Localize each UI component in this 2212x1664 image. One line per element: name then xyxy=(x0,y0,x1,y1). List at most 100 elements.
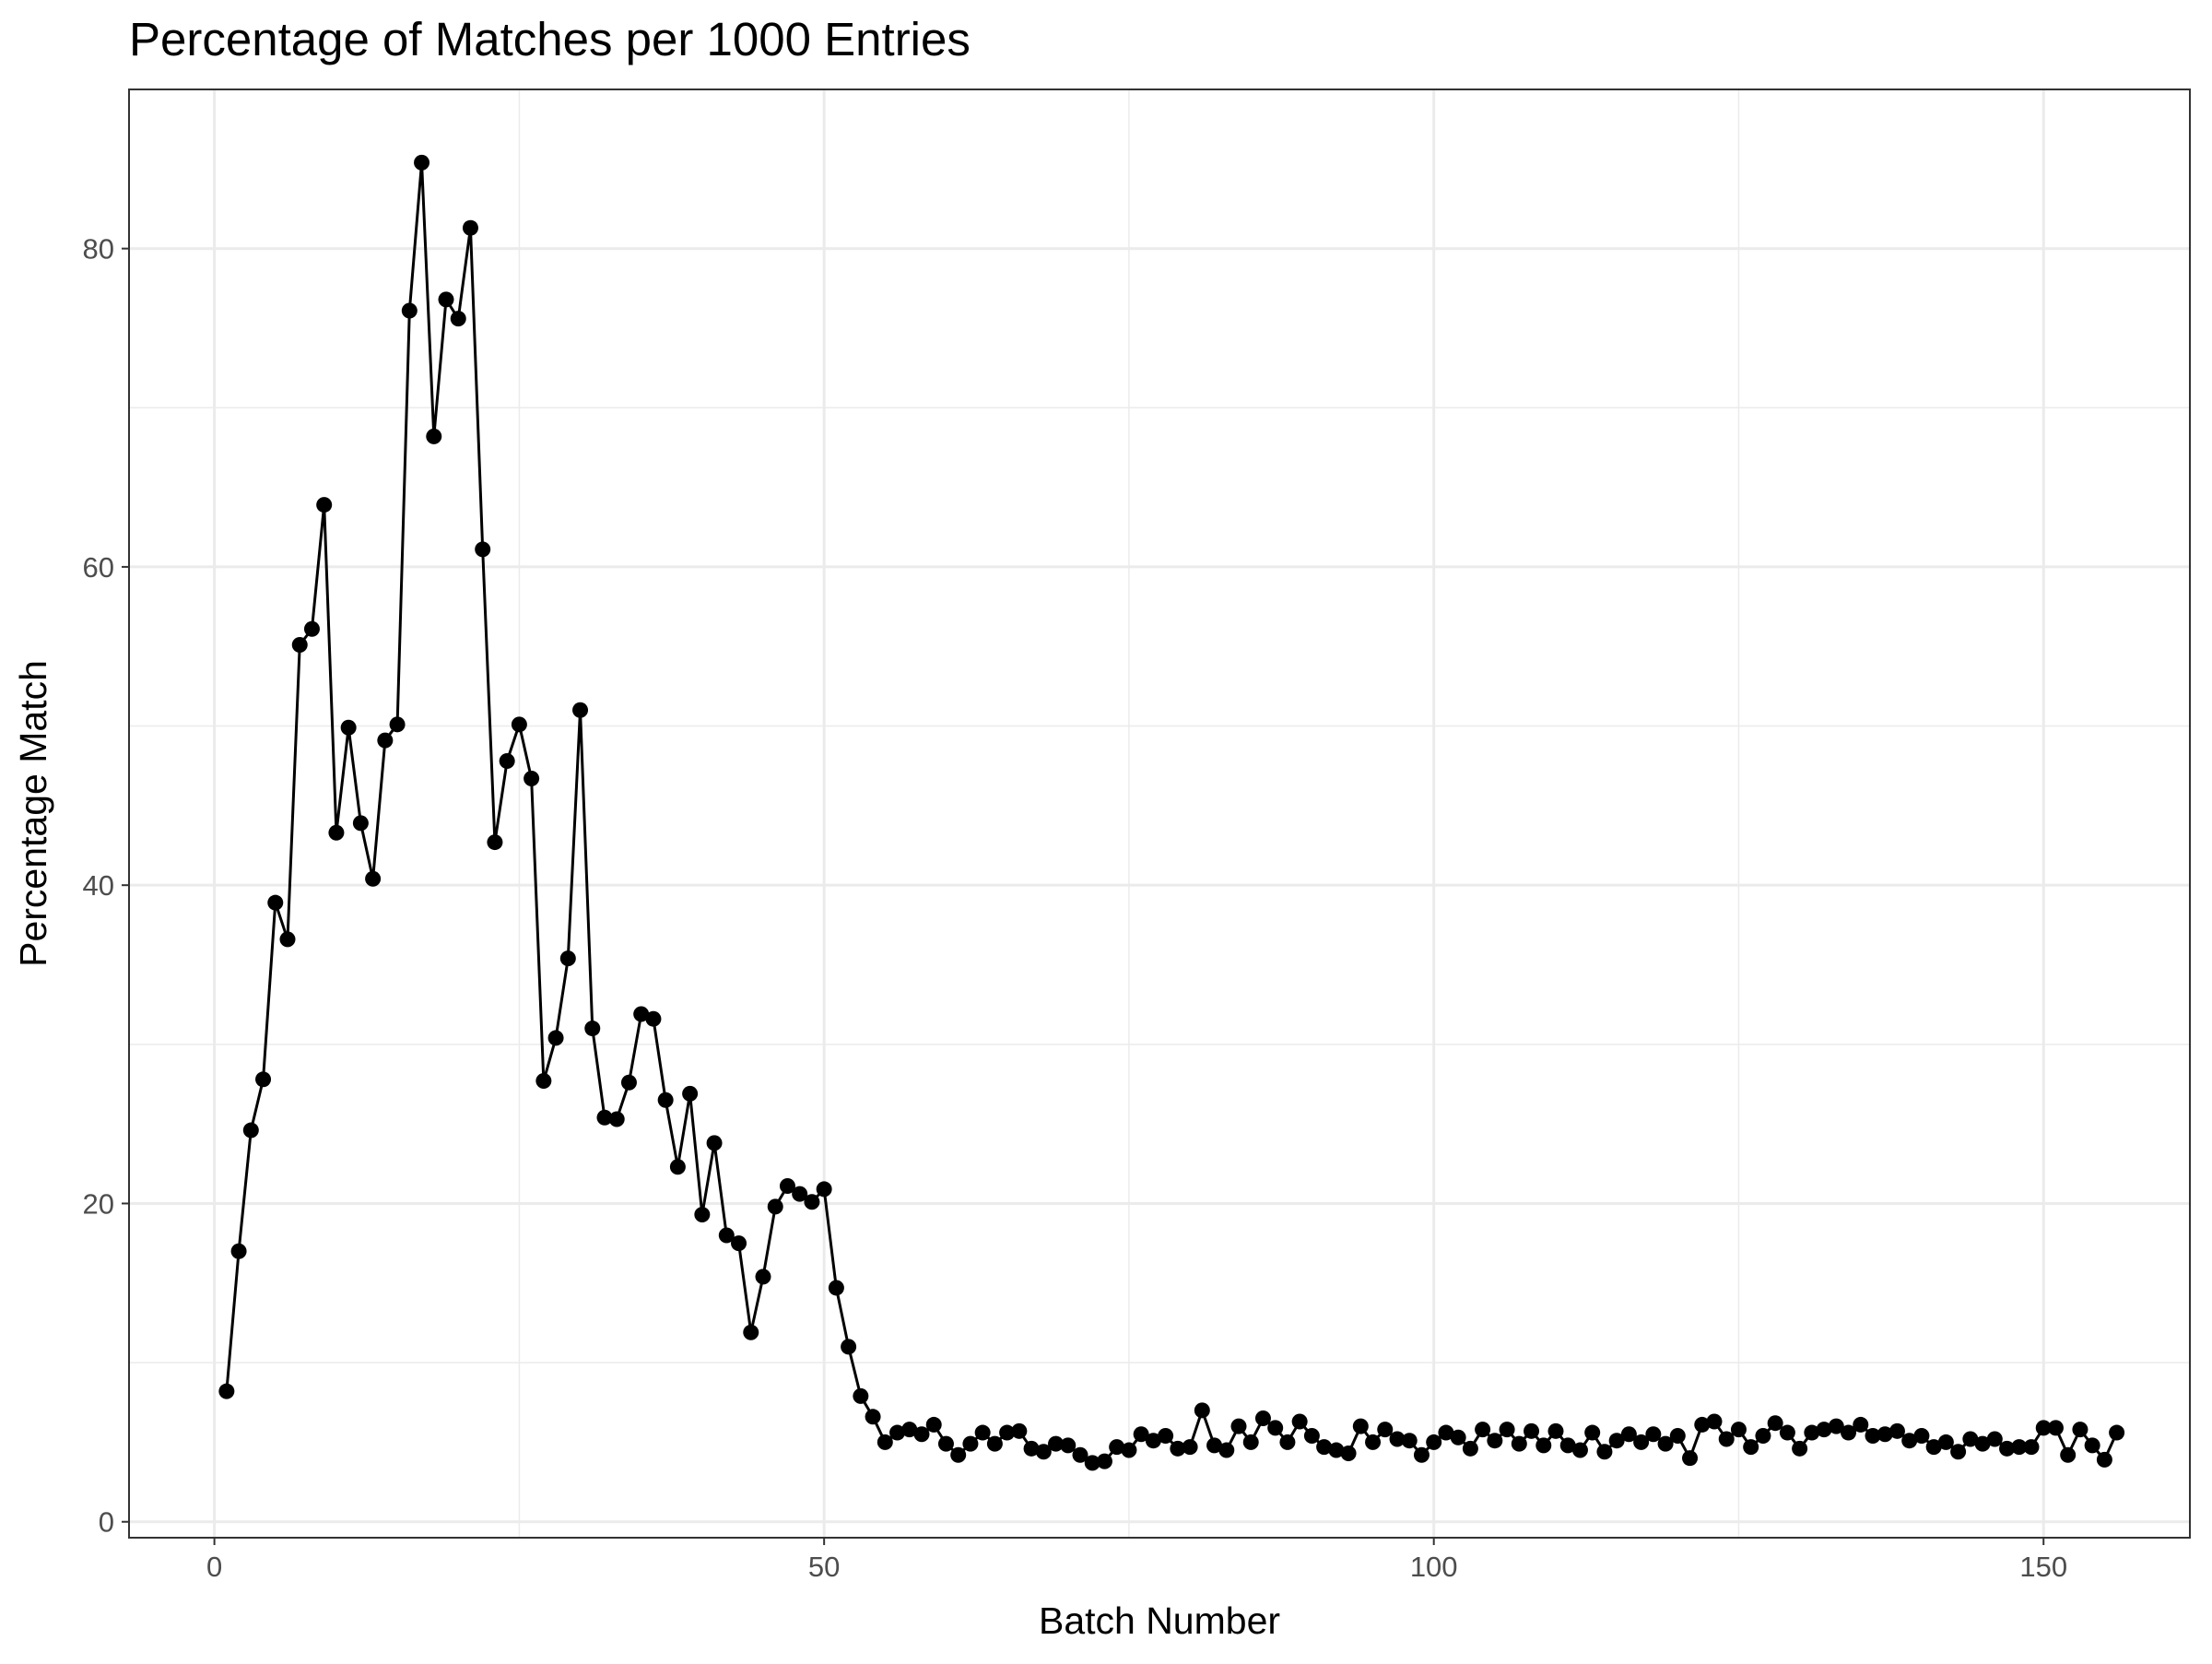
data-point xyxy=(792,1186,808,1202)
data-point xyxy=(2011,1439,2028,1456)
data-point xyxy=(1828,1418,1844,1434)
data-point xyxy=(950,1446,967,1463)
x-tick-label: 0 xyxy=(206,1551,222,1583)
data-point xyxy=(1475,1422,1491,1438)
data-point xyxy=(1194,1402,1210,1419)
data-point xyxy=(1072,1446,1088,1463)
data-point xyxy=(974,1424,991,1441)
data-point xyxy=(2035,1420,2052,1436)
data-point xyxy=(1841,1424,1857,1441)
data-point xyxy=(1816,1422,1832,1438)
data-point xyxy=(340,719,357,736)
data-point xyxy=(1413,1446,1430,1463)
data-point xyxy=(1511,1435,1527,1452)
data-point xyxy=(1913,1428,1930,1445)
data-point xyxy=(962,1435,979,1452)
y-tick-label: 20 xyxy=(83,1187,114,1220)
y-tick-label: 0 xyxy=(99,1506,114,1539)
y-tick-label: 40 xyxy=(83,869,114,902)
data-point xyxy=(1524,1422,1540,1439)
data-point xyxy=(2047,1420,2064,1436)
data-point xyxy=(1328,1442,1345,1458)
data-point xyxy=(1389,1431,1406,1447)
data-point xyxy=(2072,1422,2088,1438)
data-point xyxy=(1267,1420,1284,1436)
data-point xyxy=(1682,1450,1699,1467)
data-point xyxy=(352,815,369,832)
data-point xyxy=(1242,1434,1259,1450)
data-point xyxy=(1170,1440,1186,1457)
y-tick-label: 60 xyxy=(83,551,114,584)
data-point xyxy=(1547,1422,1564,1439)
data-point xyxy=(1109,1439,1125,1456)
data-point xyxy=(1158,1428,1174,1445)
data-point xyxy=(2109,1424,2125,1441)
data-point xyxy=(1584,1424,1601,1441)
data-point xyxy=(877,1434,893,1450)
data-point xyxy=(1633,1434,1650,1450)
data-point xyxy=(889,1424,906,1441)
data-point xyxy=(316,497,333,513)
y-tick-label: 80 xyxy=(83,233,114,266)
series-layer xyxy=(218,154,2125,1471)
data-point xyxy=(1438,1424,1454,1441)
panel-border xyxy=(128,89,2191,1539)
data-point xyxy=(377,732,394,749)
data-point xyxy=(511,716,527,733)
data-point xyxy=(1316,1439,1333,1456)
data-point xyxy=(1767,1415,1783,1432)
data-point xyxy=(1254,1410,1271,1427)
data-point xyxy=(1669,1428,1686,1445)
data-point xyxy=(255,1071,272,1088)
x-axis-title: Batch Number xyxy=(1039,1599,1280,1642)
data-point xyxy=(535,1073,552,1090)
data-point xyxy=(1937,1434,1954,1450)
data-point xyxy=(718,1227,735,1244)
data-point xyxy=(645,1010,662,1027)
data-point xyxy=(1023,1440,1040,1457)
data-point xyxy=(1182,1439,1198,1456)
data-point xyxy=(1291,1413,1308,1430)
data-point xyxy=(1303,1428,1320,1445)
data-point xyxy=(1718,1431,1735,1447)
minor-gridlines xyxy=(129,89,2190,1538)
data-point xyxy=(657,1092,674,1108)
data-point xyxy=(620,1074,637,1091)
data-point xyxy=(1060,1437,1077,1454)
data-point xyxy=(267,894,284,911)
data-point xyxy=(828,1280,844,1296)
data-point xyxy=(1730,1422,1747,1438)
data-point xyxy=(1792,1440,1808,1457)
data-point xyxy=(1608,1433,1625,1449)
data-point xyxy=(230,1243,247,1259)
data-point xyxy=(1950,1444,1967,1460)
data-point xyxy=(1901,1433,1918,1449)
data-point xyxy=(1401,1433,1418,1449)
y-axis-title: Percentage Match xyxy=(12,660,54,967)
data-point xyxy=(547,1030,564,1046)
data-point xyxy=(328,824,345,841)
data-point xyxy=(1218,1442,1235,1458)
data-point xyxy=(572,702,589,718)
data-point xyxy=(2023,1439,2040,1456)
data-point xyxy=(1779,1424,1795,1441)
data-point xyxy=(1206,1437,1223,1454)
data-point xyxy=(559,950,576,967)
data-point xyxy=(633,1006,650,1022)
data-point xyxy=(1962,1431,1979,1447)
data-point xyxy=(1035,1444,1052,1460)
data-point xyxy=(1279,1434,1296,1450)
data-point xyxy=(841,1339,857,1355)
data-point xyxy=(1121,1442,1137,1458)
x-tick-label: 50 xyxy=(808,1551,840,1583)
data-point xyxy=(1377,1422,1394,1438)
data-point xyxy=(596,1109,613,1126)
data-point xyxy=(1877,1426,1893,1443)
data-point xyxy=(524,771,540,787)
data-point xyxy=(1084,1455,1100,1471)
data-point xyxy=(853,1387,869,1404)
axis-ticks: 0 50 100 150 0 20 40 60 80 xyxy=(83,233,2068,1583)
data-point xyxy=(303,620,320,637)
data-point xyxy=(1694,1416,1711,1433)
data-point xyxy=(1365,1434,1382,1450)
